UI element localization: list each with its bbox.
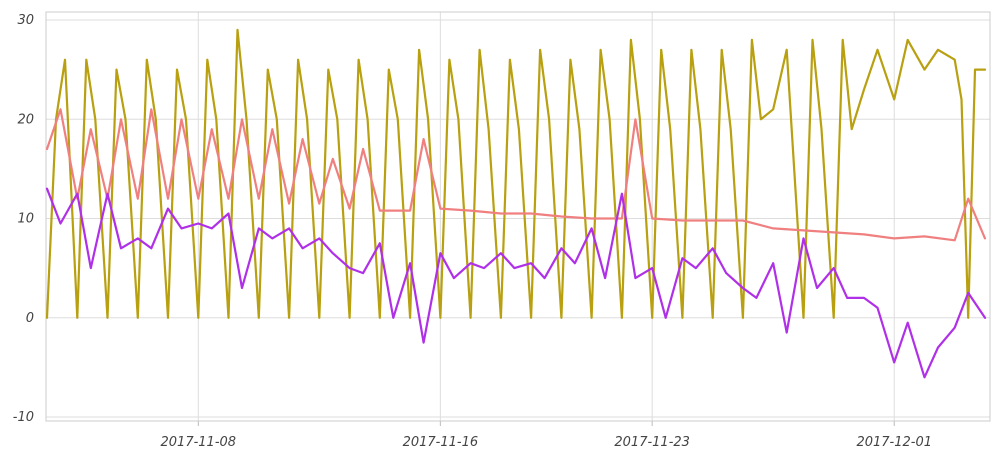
x-tick-label: 2017-11-16 bbox=[403, 435, 479, 450]
series-line-3 bbox=[45, 187, 987, 379]
y-tick-label: 0 bbox=[26, 311, 34, 326]
y-tick-label: 30 bbox=[17, 13, 34, 28]
x-axis-ticks: 2017-11-08 2017-11-16 2017-11-23 2017-12-01 bbox=[161, 435, 932, 450]
y-tick-label: 20 bbox=[17, 112, 34, 127]
series-layer bbox=[45, 28, 987, 379]
series-line-1 bbox=[45, 28, 987, 319]
grid-lines bbox=[46, 12, 990, 426]
x-tick-label: 2017-11-23 bbox=[614, 435, 690, 450]
x-tick-label: 2017-12-01 bbox=[856, 435, 932, 450]
y-tick-label: 10 bbox=[17, 212, 34, 227]
plot-background bbox=[46, 12, 990, 421]
y-tick-label: -10 bbox=[13, 410, 34, 425]
y-axis-ticks: 30 20 10 0 -10 bbox=[13, 13, 34, 425]
series-line-2 bbox=[45, 108, 987, 242]
plot-frame bbox=[45, 11, 991, 422]
x-tick-label: 2017-11-08 bbox=[161, 435, 237, 450]
